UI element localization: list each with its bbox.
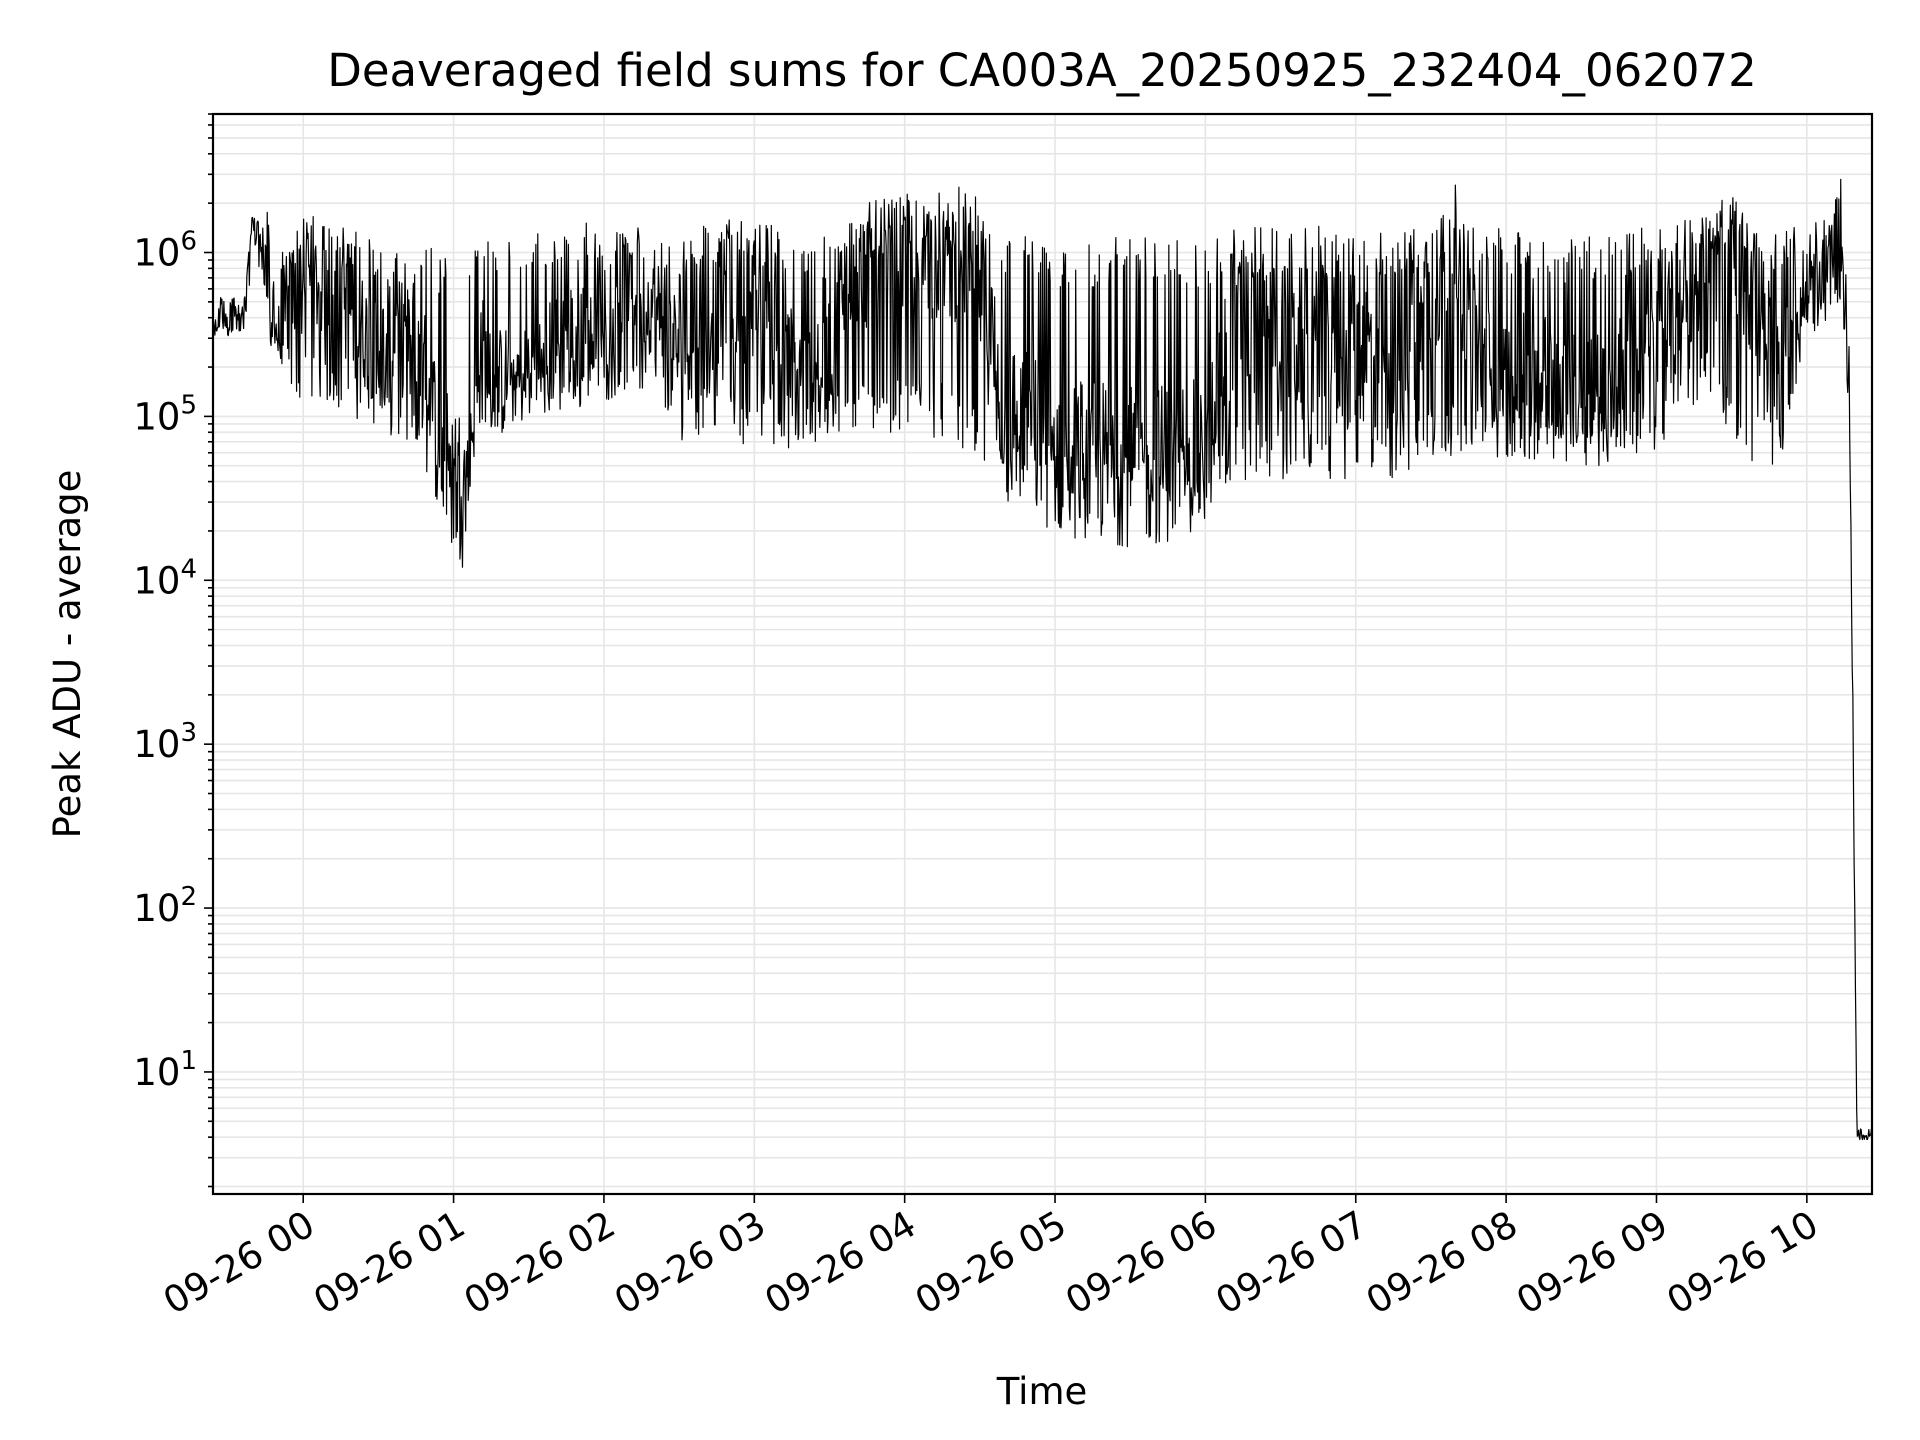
series-line [212, 178, 1873, 1141]
y-tick-label: 102 [133, 882, 197, 930]
grid [213, 113, 1872, 1194]
y-tick-label: 103 [133, 718, 197, 766]
y-tick-label: 105 [133, 390, 197, 438]
y-axis-label: Peak ADU - average [46, 470, 89, 839]
x-axis-label: Time [996, 1370, 1088, 1413]
data-series [212, 178, 1873, 1141]
y-tick-label: 104 [133, 554, 197, 602]
plot-frame [211, 112, 1874, 1196]
chart-title: Deaveraged field sums for CA003A_2025092… [327, 44, 1757, 97]
y-tick-label: 106 [133, 227, 197, 275]
y-tick-label: 101 [133, 1046, 197, 1094]
